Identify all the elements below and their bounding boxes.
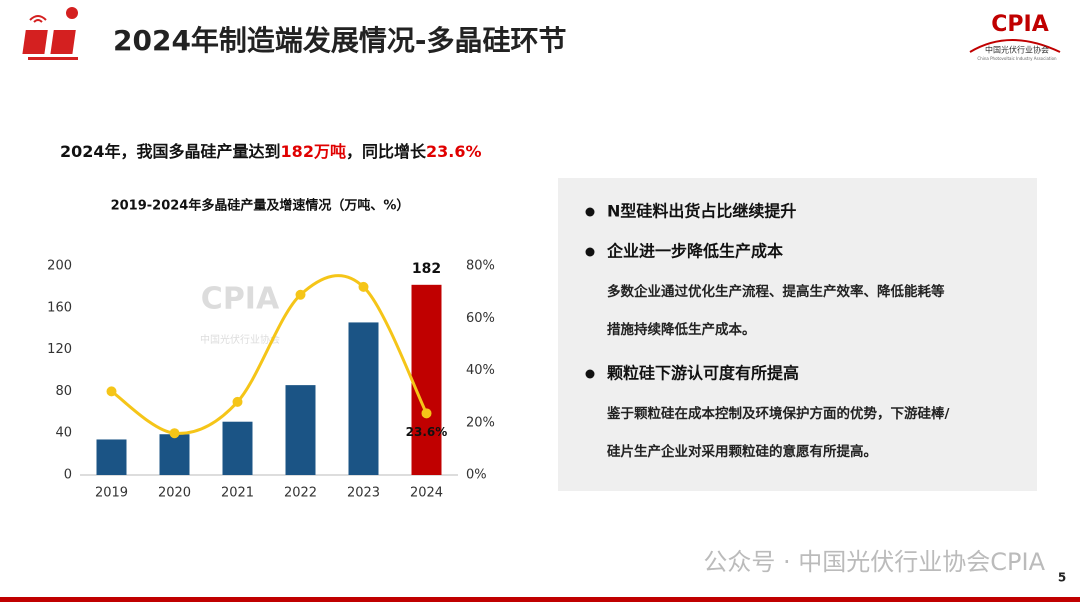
logo-arc: [969, 39, 1061, 53]
info-panel: [558, 178, 1037, 491]
y-tick-label: 120: [47, 342, 72, 357]
y2-tick-label: 40%: [466, 363, 495, 378]
line-point: [232, 396, 243, 407]
bullet-dot: [585, 247, 595, 257]
bar: [96, 439, 127, 475]
line-point: [421, 408, 432, 419]
logo-org-en: China Photovoltaic Industry Association: [977, 56, 1057, 61]
line-point: [169, 428, 180, 439]
x-tick-label: 2024: [410, 486, 443, 501]
line-point: [106, 386, 117, 397]
bar: [222, 421, 253, 475]
line-value-label: 23.6%: [406, 425, 448, 439]
watermark-name: CPIA: [201, 282, 280, 317]
line-point: [358, 281, 369, 292]
bullet-text: 多数企业通过优化生产流程、提高生产效率、降低能耗等: [607, 283, 945, 300]
y2-tick-label: 20%: [466, 415, 495, 430]
bullet-text: 措施持续降低生产成本。: [607, 321, 756, 338]
x-tick-label: 2023: [347, 486, 380, 501]
y2-tick-label: 80%: [466, 259, 495, 274]
headline-part: 2024年，我国多晶硅产量达到: [60, 142, 281, 161]
x-tick-label: 2019: [95, 486, 128, 501]
bar: [411, 284, 442, 475]
bullet-title: N型硅料出货占比继续提升: [607, 202, 796, 221]
headline-highlight: 182万吨: [281, 142, 346, 161]
line-point: [295, 289, 306, 300]
chart-title: 2019-2024年多晶硅产量及增速情况（万吨、%）: [111, 198, 410, 214]
y-tick-label: 80: [55, 384, 72, 399]
x-tick-label: 2022: [284, 486, 317, 501]
headline-highlight: 23.6%: [426, 142, 482, 161]
x-tick-label: 2020: [158, 486, 191, 501]
y-tick-label: 40: [55, 426, 72, 441]
bullet-dot: [585, 207, 595, 217]
bar: [159, 434, 190, 475]
bar: [285, 385, 316, 475]
header-icon: [22, 7, 78, 60]
bar-value-label: 182: [412, 261, 441, 277]
y2-tick-label: 0%: [466, 468, 487, 483]
x-tick-label: 2021: [221, 486, 254, 501]
logo-org: 中国光伏行业协会: [985, 45, 1049, 55]
headline-part: ，同比增长: [346, 142, 427, 161]
bar: [348, 322, 379, 475]
bullet-text: 鉴于颗粒硅在成本控制及环境保护方面的优势，下游硅棒/: [606, 405, 949, 422]
y2-tick-label: 60%: [466, 311, 495, 326]
page-number: 5: [1058, 571, 1066, 585]
y-tick-label: 0: [64, 468, 72, 483]
bullet-dot: [585, 369, 595, 379]
headline: 2024年，我国多晶硅产量达到182万吨，同比增长23.6%: [60, 142, 481, 161]
bullet-text: 硅片生产企业对采用颗粒硅的意愿有所提高。: [607, 443, 877, 460]
footer-watermark: 公众号 · 中国光伏行业协会CPIA: [703, 548, 1045, 576]
footer-bar: [0, 597, 1080, 602]
slide-title: 2024年制造端发展情况-多晶硅环节: [113, 24, 567, 57]
logo-name: CPIA: [991, 12, 1048, 37]
y-tick-label: 200: [47, 259, 72, 274]
bullet-title: 颗粒硅下游认可度有所提高: [607, 364, 799, 383]
chart-watermark: CPIA 中国光伏行业协会: [200, 282, 280, 347]
watermark-org: 中国光伏行业协会: [200, 333, 280, 346]
y-tick-label: 160: [47, 300, 72, 315]
bullet-title: 企业进一步降低生产成本: [606, 242, 783, 261]
